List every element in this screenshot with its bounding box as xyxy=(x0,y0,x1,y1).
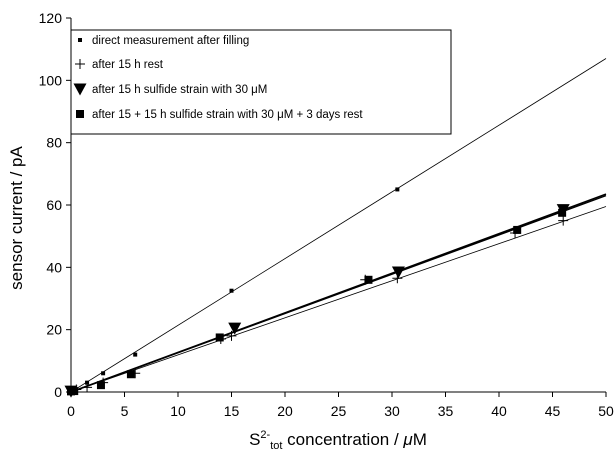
data-point xyxy=(215,333,224,342)
x-label-superscript: 2- xyxy=(260,429,270,441)
y-tick-label: 0 xyxy=(54,384,62,400)
data-point xyxy=(226,330,237,341)
data-point xyxy=(558,208,567,217)
legend-marker xyxy=(75,59,85,69)
data-points xyxy=(64,187,570,398)
y-tick-label: 100 xyxy=(39,72,63,88)
y-tick-label: 40 xyxy=(46,259,62,275)
x-label-unit-rest: M xyxy=(413,430,427,449)
fit-line xyxy=(70,58,607,393)
x-tick-label: 0 xyxy=(67,403,75,419)
legend-box xyxy=(70,29,452,135)
x-tick-label: 30 xyxy=(384,403,400,419)
data-point xyxy=(391,266,405,279)
y-tick-label: 60 xyxy=(46,197,62,213)
fit-line xyxy=(70,206,607,393)
y-axis-label: sensor current / pA xyxy=(7,146,26,290)
x-label-unit-mu: μ xyxy=(402,430,413,449)
x-tick-label: 35 xyxy=(438,403,454,419)
x-tick-label: 10 xyxy=(170,403,186,419)
x-label-subscript: tot xyxy=(270,440,282,452)
x-label-rest: concentration / xyxy=(282,430,403,449)
legend-label: after 15 + 15 h sulfide strain with 30 μ… xyxy=(92,109,363,121)
data-point xyxy=(229,288,234,293)
data-point xyxy=(133,352,138,357)
data-point xyxy=(513,225,522,234)
y-tick-label: 80 xyxy=(46,135,62,151)
data-point xyxy=(82,382,93,393)
legend-label: after 15 h rest xyxy=(92,59,164,71)
x-tick-label: 50 xyxy=(598,403,614,419)
x-tick-label: 15 xyxy=(224,403,240,419)
data-point xyxy=(395,187,400,192)
data-point xyxy=(70,387,79,396)
y-tick-label: 20 xyxy=(46,322,62,338)
x-axis-label: S2-tot concentration / μM xyxy=(249,429,427,452)
y-tick-label: 120 xyxy=(39,10,63,26)
legend-label: after 15 h sulfide strain with 30 μM xyxy=(92,84,267,96)
legend-label: direct measurement after filling xyxy=(92,35,249,47)
x-tick-label: 20 xyxy=(277,403,293,419)
x-tick-label: 40 xyxy=(491,403,507,419)
legend: direct measurement after filling after 15… xyxy=(70,29,452,135)
data-point xyxy=(96,381,105,390)
fit-lines xyxy=(70,58,607,393)
x-label-prefix: S xyxy=(249,430,260,449)
legend-marker xyxy=(78,38,82,42)
data-point xyxy=(228,322,242,335)
legend-marker xyxy=(73,83,87,96)
data-point xyxy=(364,275,373,284)
data-point xyxy=(126,370,135,379)
x-tick-label: 5 xyxy=(121,403,129,419)
x-tick-label: 25 xyxy=(331,403,347,419)
data-point xyxy=(558,215,569,226)
legend-marker xyxy=(76,110,84,118)
tick-labels: 0 20 40 60 80 100 120 0 5 10 15 20 25 30 35 40 45 50 xyxy=(39,10,614,419)
x-tick-label: 45 xyxy=(545,403,561,419)
data-point xyxy=(101,371,106,376)
